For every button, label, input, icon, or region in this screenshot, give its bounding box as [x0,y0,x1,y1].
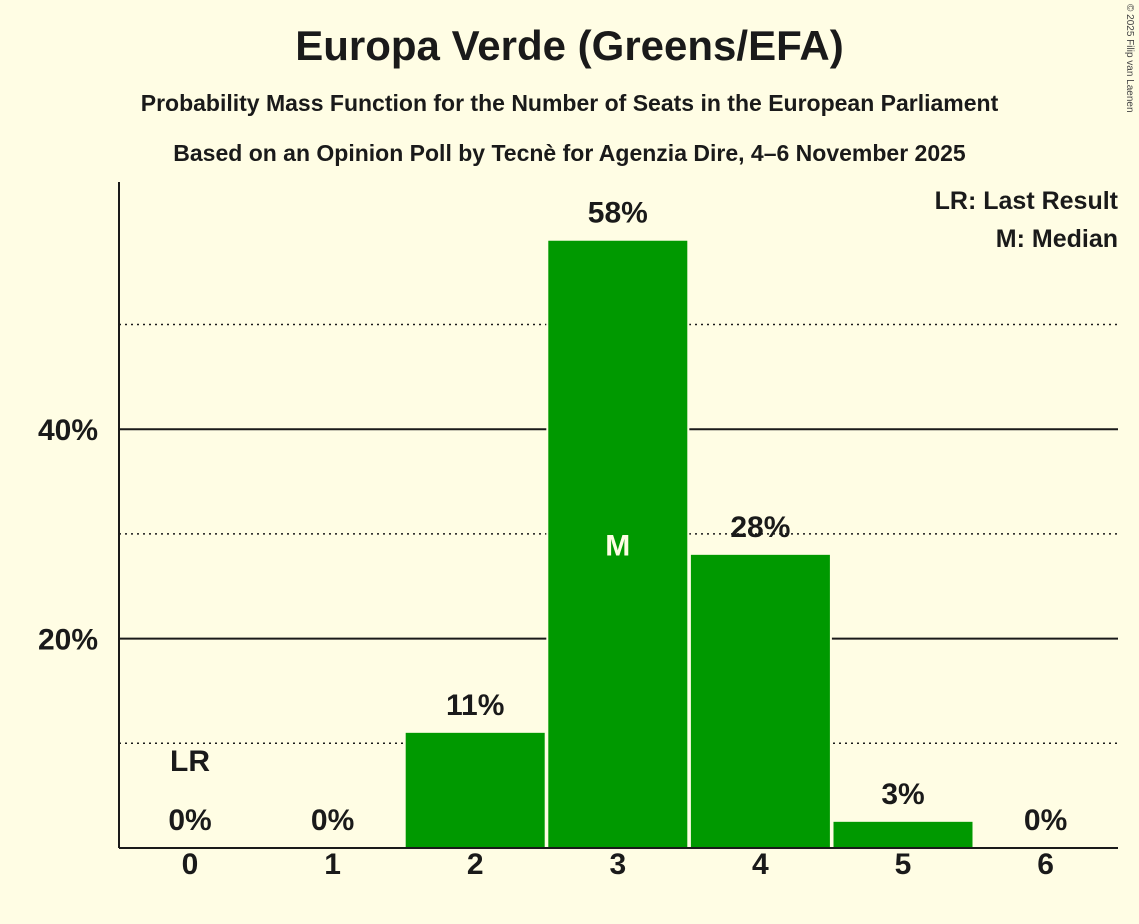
bar-2 [405,732,545,848]
legend-entry: LR: Last Result [935,187,1119,215]
median-marker: M [605,529,630,562]
legend: LR: Last Result M: Median [935,187,1119,253]
y-tick-label: 20% [38,624,98,657]
data-label-3: 58% [588,197,648,230]
chart-subtitle: Probability Mass Function for the Number… [140,90,999,116]
y-tick-label: 40% [38,414,98,447]
data-label-1: 0% [311,804,354,837]
bar-3 [548,240,688,849]
last-result-marker: LR [170,745,210,778]
data-label-2: 11% [446,689,504,722]
data-label-4: 28% [730,511,790,544]
data-label-5: 3% [881,778,924,811]
bars [403,238,975,849]
axes [118,182,1118,849]
data-label-0: 0% [168,804,211,837]
bar-5 [833,821,973,848]
x-tick-label-3: 3 [609,848,626,881]
x-tick-label-2: 2 [467,848,484,881]
bar-4 [690,554,830,848]
data-label-6: 0% [1024,804,1067,837]
x-tick-label-0: 0 [182,848,199,881]
x-tick-label-4: 4 [752,848,769,881]
x-tick-label-5: 5 [895,848,912,881]
labels: 20% 40% 0% 0 0% 1 11% 2 58% 3 28% 4 3% 5 0% 6 M LR [38,197,1067,881]
x-tick-label-1: 1 [324,848,341,881]
legend-entry: M: Median [996,225,1118,253]
chart-source-subtitle: Based on an Opinion Poll by Tecnè for Ag… [173,140,966,166]
x-tick-label-6: 6 [1037,848,1054,881]
chart-title: Europa Verde (Greens/EFA) [295,22,844,69]
